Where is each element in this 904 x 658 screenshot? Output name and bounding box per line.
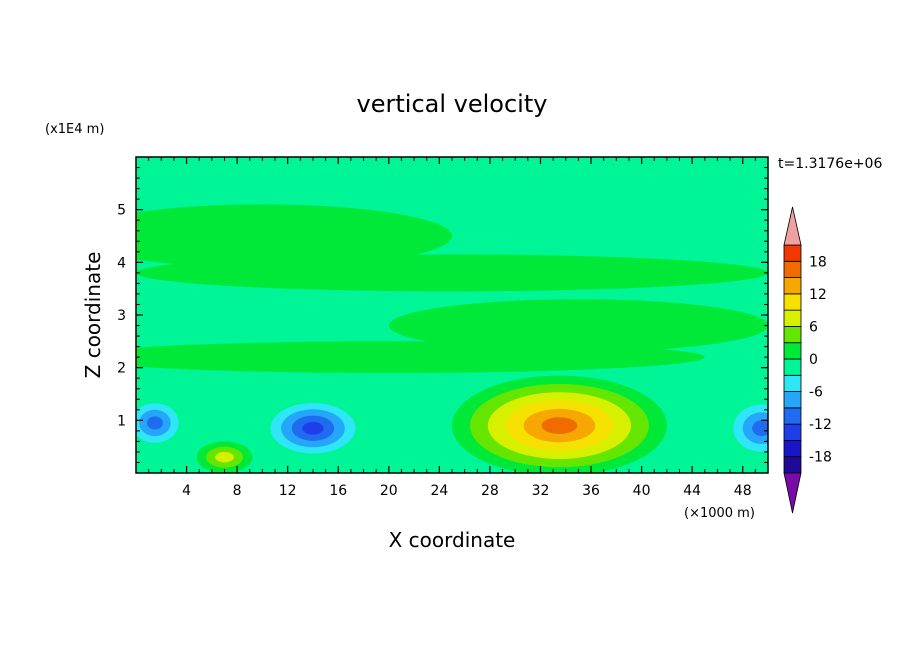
x-tick-label: 16	[329, 483, 347, 499]
colorbar-bin	[783, 326, 802, 344]
colorbar-label: -6	[809, 385, 823, 401]
x-tick-label: 4	[182, 483, 191, 499]
colorbar-label: 18	[809, 254, 827, 270]
contour-level	[388, 299, 768, 352]
colorbar-bin	[783, 407, 802, 425]
colorbar-bin	[783, 293, 802, 311]
colorbar-bin	[783, 309, 802, 327]
x-tick-label: 44	[683, 483, 701, 499]
contour-feature-5	[136, 204, 452, 268]
colorbar-bin	[783, 440, 802, 458]
y-tick-label: 5	[117, 203, 126, 219]
colorbar-label: -12	[809, 417, 832, 433]
x-tick-label: 8	[233, 483, 242, 499]
colorbar-bin	[783, 391, 802, 409]
y-tick-label: 1	[117, 413, 126, 429]
contour-feature-2	[136, 396, 187, 450]
y-tick-label: 4	[117, 255, 126, 271]
contour-feature-0	[452, 375, 667, 473]
contour-feature-3	[723, 396, 768, 460]
colorbar-label: 6	[809, 319, 818, 335]
contour-level	[136, 254, 768, 292]
contour-level	[302, 421, 324, 435]
x-tick-label: 24	[430, 483, 448, 499]
colorbar-bin	[783, 342, 802, 360]
x-tick-label: 32	[532, 483, 550, 499]
contour-level	[136, 204, 452, 268]
contour-field	[136, 157, 768, 473]
contour-level	[541, 417, 578, 434]
colorbar-label: 12	[809, 287, 827, 303]
contour-feature-7	[136, 254, 768, 292]
colorbar: 18 12 6 0 -6 -12 -18	[783, 206, 832, 514]
x-tick-label: 40	[633, 483, 651, 499]
chart-title: vertical velocity	[357, 90, 548, 118]
colorbar-bin	[783, 277, 802, 295]
x-tick-label: 20	[380, 483, 398, 499]
x-unit-label: (×1000 m)	[684, 506, 755, 521]
x-axis-label: X coordinate	[389, 528, 516, 552]
y-tick-label: 2	[117, 361, 126, 377]
contour-feature-1	[259, 396, 367, 460]
x-tick-label: 28	[481, 483, 499, 499]
x-tick-label: 12	[279, 483, 297, 499]
colorbar-bin	[783, 423, 802, 441]
y-tick-label: 3	[117, 308, 126, 324]
colorbar-over-triangle	[783, 206, 802, 246]
y-axis-label: Z coordinate	[81, 252, 105, 379]
x-tick-label: 36	[582, 483, 600, 499]
colorbar-bin	[783, 456, 802, 474]
contour-level	[136, 341, 705, 373]
contour-feature-8	[136, 341, 705, 373]
contour-feature-6	[388, 299, 768, 352]
contour-level	[147, 416, 163, 430]
colorbar-bin	[783, 244, 802, 262]
contour-feature-4	[196, 441, 253, 473]
colorbar-label: 0	[809, 352, 818, 368]
time-label: t=1.3176e+06	[778, 156, 882, 172]
x-axis: 4 8 12 16 20 24 28 32 36 40 44 48	[148, 157, 756, 499]
contour-level	[215, 451, 234, 463]
colorbar-bin	[783, 374, 802, 392]
y-axis: 1 2 3 4 5	[117, 167, 768, 463]
y-unit-label: (x1E4 m)	[45, 122, 104, 137]
x-tick-label: 48	[734, 483, 752, 499]
colorbar-bin	[783, 260, 802, 278]
colorbar-label: -18	[809, 450, 832, 466]
colorbar-under-triangle	[783, 472, 802, 514]
colorbar-bin	[783, 358, 802, 376]
contour-level	[752, 420, 768, 437]
